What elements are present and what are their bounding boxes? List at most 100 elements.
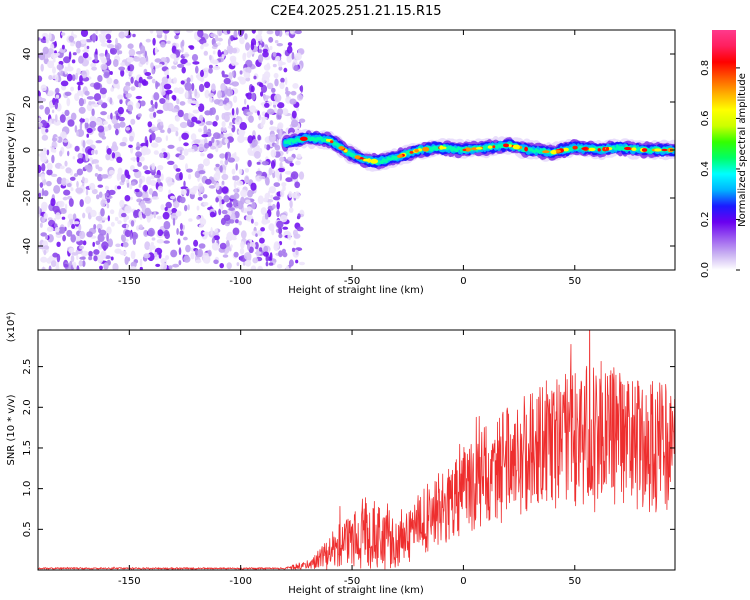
noise-speck [153, 111, 157, 118]
noise-speck [191, 83, 195, 91]
colorbar-tick-label: 0.0 [700, 262, 711, 278]
noise-speck [150, 242, 154, 246]
noise-speck [46, 149, 50, 156]
noise-speck [147, 227, 155, 237]
noise-speck [97, 99, 103, 105]
noise-speck [110, 221, 115, 227]
noise-speck [130, 86, 136, 91]
noise-speck [179, 121, 188, 129]
noise-speck [160, 89, 166, 96]
noise-speck [285, 177, 293, 183]
noise-speck [230, 244, 233, 248]
noise-speck [48, 32, 52, 41]
noise-speck [224, 138, 229, 144]
noise-speck [187, 148, 193, 153]
noise-speck [241, 30, 245, 35]
noise-speck [289, 98, 297, 105]
noise-speck [129, 266, 137, 270]
noise-speck [231, 47, 238, 54]
noise-speck [105, 33, 112, 40]
noise-speck [82, 176, 85, 183]
noise-speck [286, 45, 293, 54]
noise-speck [202, 194, 208, 199]
noise-speck [95, 30, 99, 35]
noise-speck [101, 241, 109, 250]
noise-speck [55, 74, 59, 83]
noise-speck [257, 195, 264, 205]
noise-speck [70, 86, 74, 92]
noise-speck [273, 104, 277, 108]
noise-speck [81, 146, 86, 153]
noise-speck [228, 207, 235, 211]
noise-speck [51, 109, 55, 114]
noise-speck [91, 33, 97, 42]
noise-speck [119, 98, 123, 105]
noise-speck [175, 130, 179, 137]
colorbar-tick-label: 0.8 [700, 60, 711, 76]
noise-speck [40, 232, 47, 237]
noise-speck [226, 240, 230, 247]
noise-speck [66, 97, 71, 107]
noise-speck [211, 136, 215, 144]
noise-speck [200, 44, 204, 50]
noise-speck [290, 90, 297, 96]
ridge-hotspot [542, 150, 550, 154]
noise-speck [119, 121, 126, 128]
noise-speck [264, 144, 267, 149]
noise-speck [276, 209, 280, 218]
noise-speck [84, 164, 92, 170]
noise-speck [99, 53, 105, 57]
noise-speck [190, 74, 194, 83]
noise-speck [100, 199, 106, 207]
noise-speck [187, 204, 190, 211]
noise-speck [233, 192, 240, 199]
noise-speck [44, 106, 50, 115]
noise-speck [91, 66, 97, 71]
noise-speck [107, 238, 113, 248]
noise-speck [197, 128, 203, 133]
noise-speck [277, 167, 285, 173]
noise-speck [269, 126, 276, 131]
noise-speck [217, 42, 221, 46]
noise-speckle-layer [38, 30, 306, 270]
noise-speck [260, 84, 268, 93]
noise-speck [142, 165, 149, 170]
noise-speck [227, 125, 233, 129]
noise-speck [74, 145, 80, 152]
noise-speck [158, 63, 163, 68]
noise-speck [196, 205, 200, 211]
noise-speck [172, 217, 176, 226]
noise-speck [198, 190, 202, 196]
noise-speck [107, 215, 111, 222]
noise-speck [144, 72, 152, 76]
noise-speck [139, 156, 145, 162]
noise-speck [120, 174, 126, 183]
noise-speck [88, 101, 92, 106]
noise-speck [139, 266, 143, 270]
noise-speck [270, 160, 276, 169]
noise-speck [82, 260, 86, 267]
noise-speck [88, 182, 96, 191]
noise-speck [294, 181, 301, 189]
noise-speck [82, 212, 86, 219]
noise-speck [55, 261, 59, 268]
noise-speck [165, 176, 173, 184]
noise-speck [254, 221, 259, 226]
noise-speck [69, 176, 76, 181]
noise-speck [141, 80, 149, 86]
noise-speck [99, 229, 107, 236]
noise-speck [260, 207, 267, 216]
noise-speck [163, 240, 170, 244]
noise-speck [239, 36, 245, 45]
noise-speck [78, 97, 84, 107]
noise-speck [296, 226, 304, 232]
noise-speck [274, 93, 282, 103]
noise-speck [158, 252, 162, 259]
snr-y-tick-label: 1.0 [22, 481, 33, 497]
noise-speck [221, 186, 229, 194]
noise-speck [200, 76, 205, 82]
noise-speck [101, 136, 107, 140]
noise-speck [238, 168, 243, 175]
noise-speck [264, 192, 270, 200]
noise-speck [101, 57, 108, 64]
